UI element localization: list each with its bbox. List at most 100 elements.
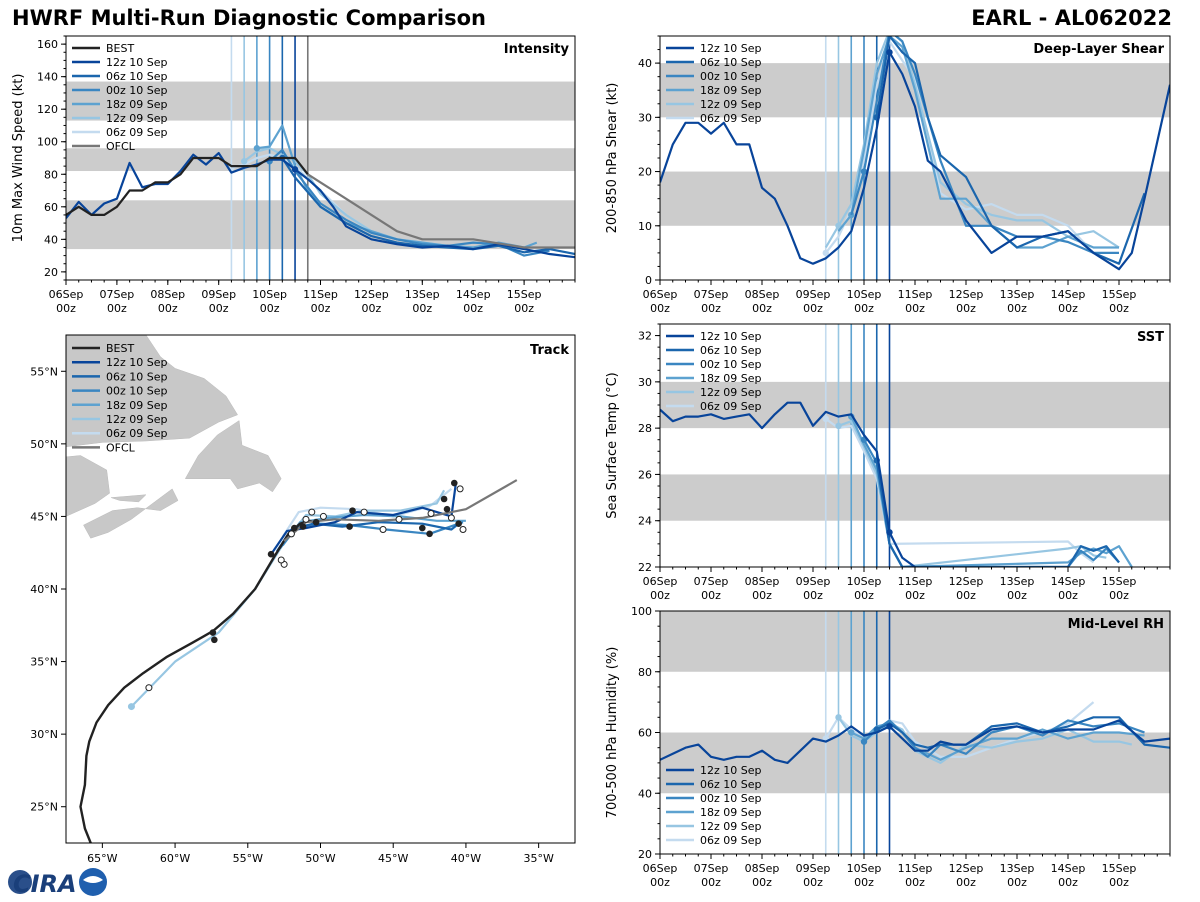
lat-tick-label: 25°N [30, 801, 58, 814]
legend-label: 06z 09 Sep [700, 400, 762, 413]
open-position-marker [459, 525, 467, 533]
lat-tick-label: 55°N [30, 365, 58, 378]
legend-label: 12z 10 Sep [700, 330, 762, 343]
legend-label: OFCL [106, 140, 136, 153]
x-tick-label: 14Sep [1051, 288, 1086, 301]
legend-label: BEST [106, 42, 134, 55]
panel-shear: 01020304006Sep00z07Sep00z08Sep00z09Sep00… [605, 35, 1171, 315]
series-line-1 [875, 460, 1120, 567]
x-tick-hour: 00z [752, 302, 772, 315]
legend-label: 00z 10 Sep [106, 84, 168, 97]
black-position-marker [455, 520, 462, 527]
x-tick-hour: 00z [412, 302, 432, 315]
y-axis-label: Sea Surface Temp (°C) [605, 372, 620, 519]
x-tick-label: 15Sep [1102, 862, 1137, 875]
y-tick-label: 60 [44, 201, 58, 214]
open-position-marker [360, 508, 368, 516]
x-tick-label: 12Sep [949, 862, 984, 875]
lon-tick-label: 45°W [378, 852, 408, 865]
x-tick-label: 11Sep [898, 288, 933, 301]
threshold-band [660, 171, 1170, 226]
x-tick-hour: 00z [905, 302, 925, 315]
track-line-5 [281, 488, 453, 538]
panel-intensity: 2040608010012014016006Sep00z07Sep00z08Se… [11, 35, 576, 315]
y-tick-label: 22 [638, 561, 652, 574]
legend-label: 18z 09 Sep [106, 399, 168, 412]
open-position-marker [319, 512, 327, 520]
x-tick-label: 15Sep [507, 288, 542, 301]
init-marker-4 [835, 222, 842, 229]
y-tick-label: 20 [638, 166, 652, 179]
x-tick-hour: 00z [463, 302, 483, 315]
x-tick-hour: 00z [1058, 302, 1078, 315]
lon-tick-label: 55°W [233, 852, 263, 865]
legend-label: 06z 10 Sep [106, 70, 168, 83]
black-position-marker [440, 495, 448, 503]
legend-label: 12z 10 Sep [106, 56, 168, 69]
legend-label: 12z 09 Sep [700, 386, 762, 399]
best-line [66, 156, 309, 216]
x-tick-label: 12Sep [949, 575, 984, 588]
legend-label: 12z 09 Sep [106, 112, 168, 125]
legend-label: BEST [106, 342, 134, 355]
x-tick-hour: 00z [956, 302, 976, 315]
black-position-marker [211, 636, 218, 644]
y-axis-label: 700-500 hPa Humidity (%) [605, 647, 620, 819]
panel-track: 65°W 60°W 55°W 50°W 45°W 40°W 35°W 25°N 30°N 35°N… [30, 334, 576, 865]
x-tick-hour: 00z [854, 876, 874, 889]
legend-label: 00z 10 Sep [106, 385, 168, 398]
x-tick-label: 08Sep [745, 288, 780, 301]
open-position-marker [456, 485, 464, 493]
x-tick-hour: 00z [1109, 589, 1129, 602]
land-polygon [83, 488, 179, 539]
black-position-marker [299, 523, 307, 530]
x-tick-label: 14Sep [456, 288, 491, 301]
legend-label: 00z 10 Sep [700, 70, 762, 83]
x-tick-hour: 00z [158, 302, 178, 315]
init-marker-3 [848, 729, 855, 736]
lat-tick-label: 35°N [30, 656, 58, 669]
init-marker-0 [291, 166, 299, 173]
threshold-band [660, 611, 1170, 672]
x-tick-label: 10Sep [252, 288, 287, 301]
threshold-band [66, 148, 575, 172]
x-tick-hour: 00z [650, 589, 670, 602]
x-tick-hour: 00z [107, 302, 127, 315]
x-tick-hour: 00z [854, 589, 874, 602]
init-marker-2 [860, 738, 868, 745]
init-marker-3 [253, 145, 261, 152]
x-tick-label: 10Sep [847, 288, 882, 301]
x-tick-hour: 00z [905, 876, 925, 889]
legend-label: 06z 09 Sep [700, 834, 762, 847]
x-tick-hour: 00z [701, 302, 721, 315]
black-position-marker [209, 629, 217, 636]
legend-label: OFCL [106, 441, 136, 454]
land-polygon [184, 420, 282, 493]
x-tick-hour: 00z [1109, 876, 1129, 889]
x-tick-label: 06Sep [643, 862, 678, 875]
lat-tick-label: 30°N [30, 728, 58, 741]
track-line-4 [130, 489, 446, 708]
init-marker-4 [835, 714, 842, 721]
threshold-band [660, 474, 1170, 521]
open-position-marker [308, 508, 316, 516]
open-position-marker [302, 515, 310, 523]
legend-label: 00z 10 Sep [700, 792, 762, 805]
init-marker-2 [860, 168, 868, 175]
legend-label: 12z 10 Sep [700, 764, 762, 777]
black-position-marker [291, 524, 298, 532]
plot-area [66, 36, 575, 280]
black-position-marker [426, 530, 433, 538]
x-tick-hour: 00z [311, 302, 331, 315]
lat-tick-label: 45°N [30, 510, 58, 523]
series-line-2 [863, 719, 1145, 758]
init-marker-0 [886, 529, 893, 536]
land-polygon [111, 494, 147, 503]
x-tick-label: 08Sep [150, 288, 185, 301]
x-tick-hour: 00z [956, 876, 976, 889]
legend-label: 12z 09 Sep [106, 413, 168, 426]
x-tick-hour: 00z [1058, 876, 1078, 889]
legend-label: 06z 09 Sep [700, 112, 762, 125]
lon-tick-label: 35°W [523, 852, 553, 865]
x-tick-hour: 00z [701, 589, 721, 602]
